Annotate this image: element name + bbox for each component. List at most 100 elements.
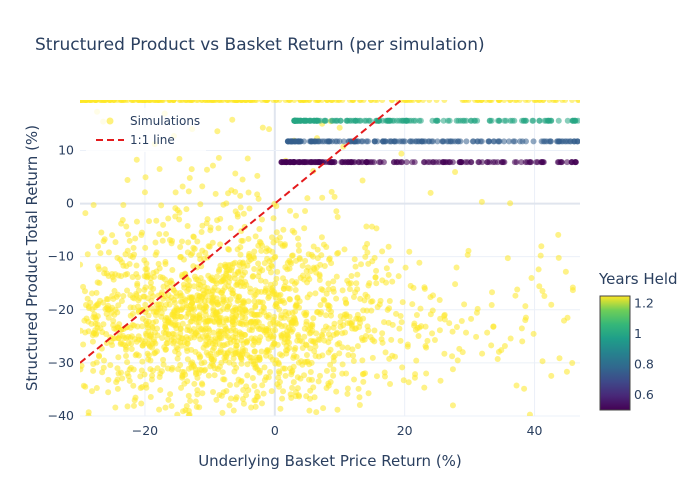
scatter-point — [333, 273, 340, 280]
scatter-point — [521, 385, 528, 392]
scatter-point — [369, 354, 376, 361]
scatter-point — [569, 100, 576, 103]
scatter-point — [344, 390, 351, 397]
scatter-point — [178, 313, 185, 320]
scatter-point — [356, 394, 363, 401]
scatter-point — [177, 253, 184, 260]
scatter-point — [158, 313, 165, 320]
scatter-point — [209, 296, 216, 303]
scatter-point — [82, 210, 89, 217]
scatter-point — [379, 330, 386, 337]
scatter-point — [516, 100, 523, 103]
scatter-point — [186, 282, 193, 289]
scatter-point — [139, 315, 146, 322]
scatter-point — [463, 138, 470, 145]
scatter-point — [124, 177, 131, 184]
scatter-point — [307, 329, 314, 336]
scatter-point — [143, 384, 150, 391]
scatter-point — [385, 271, 392, 278]
scatter-point — [214, 301, 221, 308]
scatter-point — [199, 381, 206, 388]
scatter-point — [564, 159, 571, 166]
scatter-point — [277, 291, 284, 298]
scatter-point — [91, 311, 98, 318]
scatter-point — [301, 372, 308, 379]
scatter-point — [226, 359, 233, 366]
scatter-point — [334, 213, 341, 220]
scatter-point — [421, 285, 428, 292]
scatter-point — [556, 355, 563, 362]
scatter-point — [230, 361, 237, 368]
scatter-point — [96, 353, 103, 360]
scatter-point — [236, 259, 243, 266]
scatter-point — [260, 304, 267, 311]
scatter-point — [356, 117, 363, 124]
scatter-point — [187, 295, 194, 302]
scatter-point — [364, 249, 371, 256]
scatter-point — [344, 385, 351, 392]
scatter-point — [225, 279, 232, 286]
scatter-point — [501, 138, 508, 145]
scatter-point — [249, 374, 256, 381]
scatter-point — [441, 316, 448, 323]
scatter-point — [321, 117, 328, 124]
scatter-point — [498, 347, 505, 354]
scatter-point — [368, 223, 375, 230]
scatter-point — [138, 367, 145, 374]
scatter-point — [254, 389, 261, 396]
x-tick-label: 40 — [527, 423, 543, 438]
legend[interactable]: Simulations 1:1 line — [86, 108, 206, 152]
scatter-point — [315, 117, 322, 124]
scatter-point — [263, 100, 270, 103]
scatter-point — [351, 376, 358, 383]
scatter-point — [125, 373, 132, 380]
scatter-point — [343, 370, 350, 377]
scatter-point — [473, 333, 480, 340]
colorbar-tick-label: 0.8 — [634, 356, 654, 371]
scatter-point — [130, 366, 137, 373]
scatter-point — [461, 301, 468, 308]
scatter-point — [371, 159, 378, 166]
scatter-point — [207, 363, 214, 370]
scatter-point — [238, 377, 245, 384]
scatter-point — [387, 257, 394, 264]
scatter-point — [158, 202, 165, 209]
scatter-point — [239, 237, 246, 244]
scatter-point — [341, 246, 348, 253]
scatter-point — [205, 372, 212, 379]
scatter-point — [145, 356, 152, 363]
scatter-point — [272, 280, 279, 287]
scatter-point — [124, 403, 131, 410]
scatter-point — [413, 357, 420, 364]
scatter-point — [189, 250, 196, 257]
scatter-point — [89, 290, 96, 297]
y-tick-label: 10 — [58, 142, 74, 157]
scatter-point — [267, 369, 274, 376]
scatter-point — [227, 224, 234, 231]
scatter-point — [358, 138, 365, 145]
scatter-point — [217, 262, 224, 269]
scatter-point — [350, 138, 357, 145]
scatter-point — [275, 359, 282, 366]
scatter-point — [313, 409, 320, 416]
scatter-point — [310, 264, 317, 271]
scatter-point — [154, 332, 161, 339]
scatter-point — [436, 327, 443, 334]
scatter-point — [514, 286, 521, 293]
scatter-point — [185, 336, 192, 343]
scatter-point — [219, 289, 226, 296]
scatter-point — [115, 335, 122, 342]
scatter-point — [244, 361, 251, 368]
scatter-point — [167, 320, 174, 327]
scatter-point — [334, 406, 341, 413]
scatter-point — [411, 159, 418, 166]
scatter-point — [209, 162, 216, 169]
scatter-point — [240, 400, 247, 407]
scatter-point — [250, 341, 257, 348]
scatter-point — [457, 138, 464, 145]
scatter-point — [294, 337, 301, 344]
scatter-point — [302, 159, 309, 166]
scatter-point — [417, 305, 424, 312]
scatter-point — [195, 323, 202, 330]
scatter-point — [194, 387, 201, 394]
